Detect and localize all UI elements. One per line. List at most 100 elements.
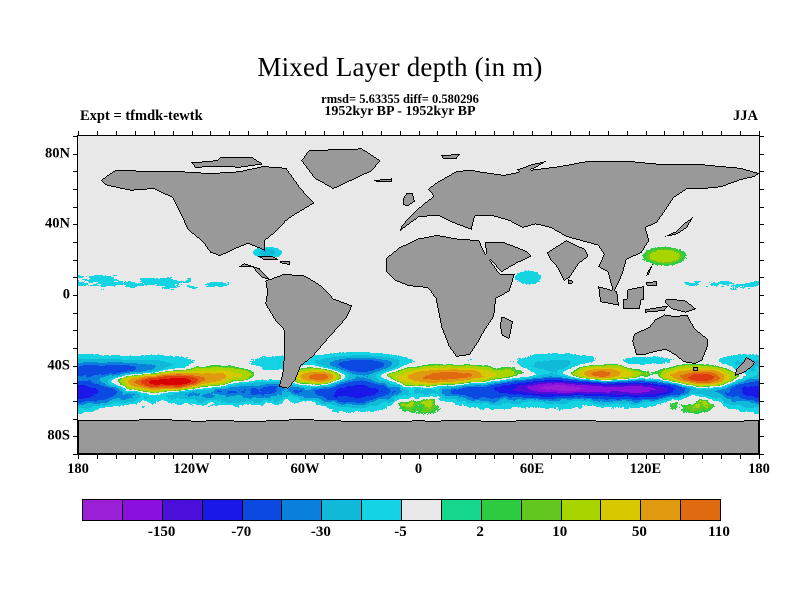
x-axis-tick [229,131,230,136]
x-axis-tick [97,454,98,459]
y-axis-tick [73,154,78,155]
y-axis-tick [73,401,78,402]
y-axis-tick [759,136,764,137]
colorbar-tick-label: 50 [631,524,647,540]
colorbar-segment [122,500,163,520]
x-axis-tick [267,454,268,459]
x-axis-tick [683,454,684,459]
x-axis-tick [475,454,476,459]
x-axis-tick [683,131,684,136]
x-axis-tick [78,131,79,136]
y-axis-tick [73,330,78,331]
x-axis-tick [135,131,136,136]
x-axis-tick [513,131,514,136]
x-axis-tick [589,454,590,459]
y-axis-tick [759,242,764,243]
x-axis-label: 60E [519,461,545,477]
x-axis-tick [229,454,230,459]
x-axis-tick [494,454,495,459]
y-axis-tick [73,207,78,208]
x-axis-tick [400,454,401,459]
y-axis-tick [73,189,78,190]
season-label: JJA [733,108,758,124]
colorbar-segment [521,500,562,520]
colorbar-segment [402,500,442,520]
colorbar-segment [282,500,323,520]
colorbar-segment [242,500,283,520]
x-axis-tick [740,131,741,136]
x-axis-tick [78,454,79,459]
x-axis-tick [570,131,571,136]
y-axis-tick [759,330,764,331]
y-axis-tick [759,313,764,314]
colorbar-tick-label: -5 [394,524,407,540]
y-axis-label: 80N [45,145,70,162]
y-axis-tick [73,383,78,384]
x-axis-tick [135,454,136,459]
x-axis-tick [267,131,268,136]
x-axis-tick [362,131,363,136]
x-axis-label: 60W [290,461,320,477]
x-axis-tick [248,454,249,459]
y-axis-tick [759,366,764,367]
x-axis-tick [646,454,647,459]
x-axis-tick [721,131,722,136]
x-axis-label: 0 [414,461,423,477]
y-axis-tick [73,436,78,437]
x-axis-tick [286,131,287,136]
y-axis-label: 40S [47,357,70,374]
y-axis-tick [759,436,764,437]
colorbar-segment [681,500,720,520]
y-axis-tick [759,401,764,402]
x-axis-tick [437,454,438,459]
y-axis-tick [759,260,764,261]
map-plot-area [77,135,760,455]
x-axis-tick [627,454,628,459]
statistics-line: rmsd= 5.63355 diff= 0.580296 [321,92,479,106]
colorbar-segment [601,500,642,520]
y-axis-tick [73,295,78,296]
y-axis-tick [759,207,764,208]
x-axis-tick [475,131,476,136]
x-axis-tick [494,131,495,136]
x-axis-tick [305,454,306,459]
y-axis-tick [73,242,78,243]
x-axis-tick [154,131,155,136]
y-axis-tick [73,419,78,420]
x-axis-tick [419,131,420,136]
x-axis-tick [437,131,438,136]
y-axis-tick [759,348,764,349]
colorbar-segment [202,500,243,520]
x-axis-tick [456,454,457,459]
y-axis-tick [759,189,764,190]
x-axis-tick [551,131,552,136]
x-axis-tick [192,454,193,459]
x-axis-tick [400,131,401,136]
x-axis-tick [551,454,552,459]
x-axis-tick [646,131,647,136]
x-axis-tick [192,131,193,136]
x-axis-label: 120W [173,461,210,477]
y-axis-tick [73,313,78,314]
x-axis-tick [627,131,628,136]
x-axis-tick [210,131,211,136]
colorbar-tick-label: 110 [708,524,730,540]
y-axis-tick [759,171,764,172]
page-title: Mixed Layer depth (in m) [257,52,543,82]
x-axis-tick [702,454,703,459]
x-axis-tick [154,454,155,459]
y-axis-tick [73,260,78,261]
y-axis-tick [73,171,78,172]
colorbar-tick-label: -70 [231,524,252,540]
x-axis-tick [97,131,98,136]
colorbar-segment [441,500,482,520]
x-axis-tick [513,454,514,459]
colorbar-segment [322,500,363,520]
x-axis-tick [664,454,665,459]
y-axis-tick [759,154,764,155]
period-line: 1952kyr BP - 1952kyr BP [324,104,476,119]
y-axis-tick [73,348,78,349]
y-axis-tick [759,295,764,296]
x-axis-tick [324,131,325,136]
